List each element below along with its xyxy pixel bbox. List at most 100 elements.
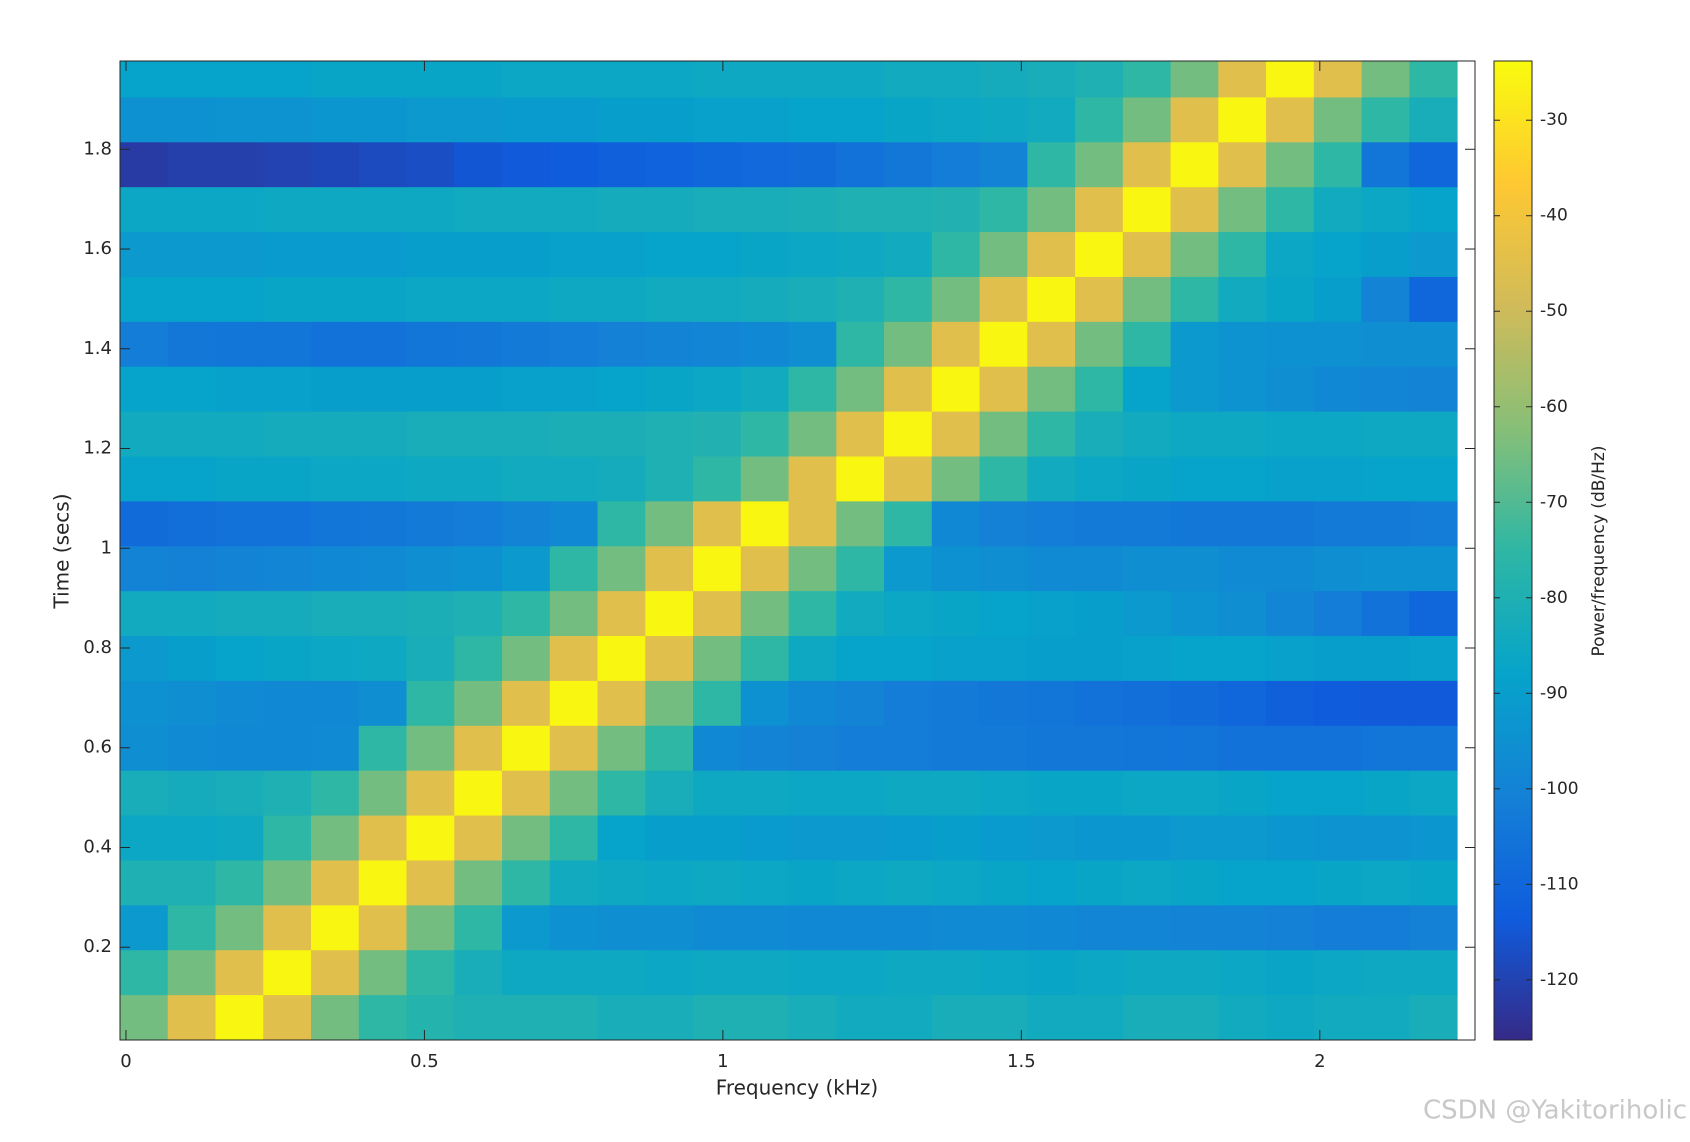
heatmap-cell (884, 680, 933, 726)
heatmap-cell (645, 411, 694, 457)
heatmap-cell (167, 770, 217, 816)
heatmap-cell (693, 680, 742, 726)
heatmap-cell (836, 770, 885, 816)
heatmap-cell (931, 859, 981, 906)
heatmap-cell (836, 815, 885, 861)
colorbar-tick-label: -100 (1540, 779, 1579, 799)
heatmap-cell (836, 96, 885, 143)
heatmap-cell (1361, 455, 1410, 502)
heatmap-cell (645, 635, 694, 681)
heatmap-cell (1313, 770, 1363, 816)
heatmap-cell (1313, 904, 1363, 951)
heatmap-cell (502, 61, 551, 98)
heatmap-cell (645, 500, 694, 547)
heatmap-cell (549, 96, 599, 143)
heatmap-cell (358, 500, 408, 547)
heatmap-cell (549, 545, 599, 592)
colorbar-tick-label: -30 (1540, 110, 1568, 130)
heatmap-cell (311, 680, 360, 726)
heatmap-cell (1409, 904, 1458, 951)
heatmap-cell (502, 904, 551, 951)
heatmap-cell (167, 949, 217, 996)
heatmap-cell (549, 859, 599, 906)
heatmap-cell (979, 321, 1028, 367)
heatmap-cell (1170, 904, 1219, 951)
heatmap-cell (502, 545, 551, 592)
heatmap-cell (1027, 411, 1076, 457)
heatmap-cell (120, 276, 169, 322)
heatmap-cell (836, 590, 885, 637)
heatmap-cell (454, 545, 503, 592)
heatmap-cell (884, 366, 933, 412)
heatmap-cell (406, 455, 455, 502)
heatmap-cell (836, 500, 885, 547)
heatmap-cell (263, 141, 312, 188)
heatmap-cell (693, 904, 742, 951)
heatmap-cell (836, 411, 885, 457)
heatmap-cell (931, 635, 981, 681)
heatmap-cell (1170, 366, 1219, 412)
heatmap-cell (645, 455, 694, 502)
heatmap-cell (167, 815, 217, 861)
heatmap-cell (1361, 186, 1410, 233)
heatmap-cell (788, 545, 837, 592)
heatmap-cell (788, 994, 837, 1040)
heatmap-cell (406, 231, 455, 277)
heatmap-cell (358, 366, 408, 412)
colorbar-tick-label: -120 (1540, 970, 1579, 990)
heatmap-cell (311, 815, 360, 861)
heatmap-cell (1266, 186, 1315, 233)
heatmap-cell (120, 770, 169, 816)
heatmap-cell (263, 590, 312, 637)
heatmap-cell (1027, 366, 1076, 412)
heatmap-cell (311, 949, 360, 996)
heatmap-cell (454, 859, 503, 906)
heatmap-cell (120, 590, 169, 637)
heatmap-cell (597, 949, 646, 996)
heatmap-cell (1027, 815, 1076, 861)
heatmap-cell (693, 590, 742, 637)
heatmap-cell (454, 949, 503, 996)
heatmap-cell (358, 725, 408, 771)
heatmap-cell (502, 500, 551, 547)
heatmap-cell (836, 859, 885, 906)
heatmap-cell (1075, 725, 1124, 771)
heatmap-cell (549, 680, 599, 726)
heatmap-cell (1266, 859, 1315, 906)
heatmap-cell (979, 366, 1028, 412)
heatmap-cell (979, 904, 1028, 951)
heatmap-cell (931, 680, 981, 726)
heatmap-cell (693, 61, 742, 98)
heatmap-cell (740, 904, 790, 951)
heatmap-cell (502, 725, 551, 771)
heatmap-cell (931, 590, 981, 637)
heatmap-cell (1266, 455, 1315, 502)
heatmap-cell (263, 949, 312, 996)
heatmap-cell (1170, 231, 1219, 277)
heatmap-cell (1170, 859, 1219, 906)
heatmap-cell (884, 815, 933, 861)
heatmap-cell (1409, 590, 1458, 637)
x-tick-label: 0.5 (410, 1051, 439, 1072)
heatmap-cell (693, 859, 742, 906)
heatmap-cell (311, 141, 360, 188)
heatmap-cell (311, 96, 360, 143)
heatmap-cell (502, 949, 551, 996)
heatmap-cell (1075, 994, 1124, 1040)
heatmap-cell (836, 545, 885, 592)
heatmap-cell (1170, 994, 1219, 1040)
heatmap-cell (1122, 770, 1172, 816)
heatmap-cell (311, 276, 360, 322)
heatmap-cell (1075, 590, 1124, 637)
heatmap-cell (931, 949, 981, 996)
heatmap-cell (406, 590, 455, 637)
heatmap-cell (358, 770, 408, 816)
heatmap-cell (931, 994, 981, 1040)
heatmap-cell (1218, 455, 1267, 502)
heatmap-cell (931, 904, 981, 951)
heatmap-cell (1266, 635, 1315, 681)
heatmap-cell (406, 904, 455, 951)
heatmap-cell (645, 904, 694, 951)
heatmap-cell (406, 545, 455, 592)
heatmap-cell (502, 321, 551, 367)
